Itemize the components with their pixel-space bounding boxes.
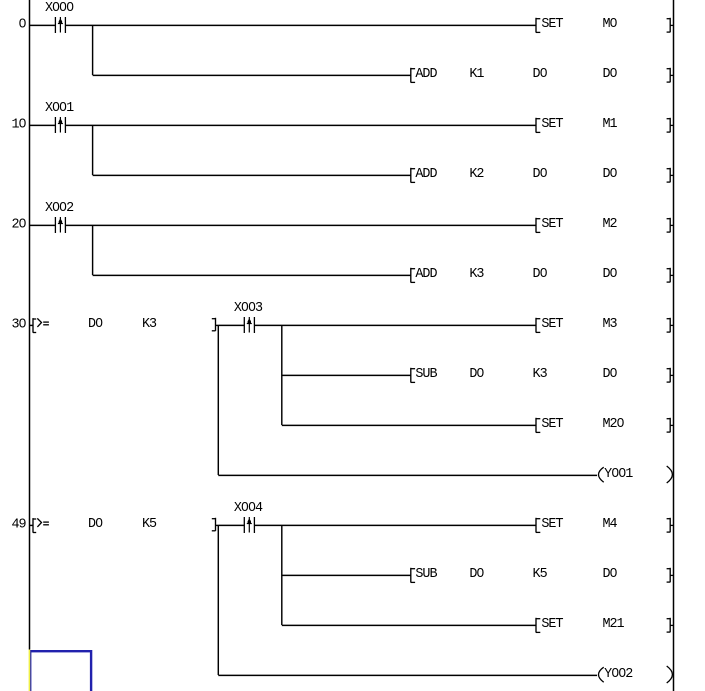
svg-text:X003: X003 [234, 301, 263, 316]
svg-text:D0: D0 [469, 367, 484, 382]
svg-text:20: 20 [11, 218, 26, 233]
svg-text:D0: D0 [88, 317, 103, 332]
svg-text:SUB: SUB [415, 367, 437, 382]
svg-text:Y001: Y001 [604, 467, 633, 482]
svg-text:10: 10 [11, 118, 26, 133]
svg-text:K2: K2 [469, 167, 484, 182]
svg-text:30: 30 [11, 318, 26, 333]
svg-text:K5: K5 [533, 567, 548, 582]
svg-text:K5: K5 [142, 517, 157, 532]
svg-text:Y002: Y002 [604, 667, 633, 682]
svg-text:SUB: SUB [415, 567, 437, 582]
svg-text:K3: K3 [469, 267, 484, 282]
svg-text:X000: X000 [45, 1, 74, 16]
svg-text:X004: X004 [234, 501, 263, 516]
svg-text:SET: SET [541, 317, 563, 332]
svg-text:M0: M0 [602, 17, 617, 32]
svg-text:M2: M2 [602, 217, 617, 232]
svg-text:ADD: ADD [415, 67, 437, 82]
svg-text:SET: SET [541, 517, 563, 532]
svg-text:K3: K3 [142, 317, 157, 332]
svg-text:M3: M3 [602, 317, 617, 332]
svg-text:D0: D0 [533, 67, 548, 82]
svg-text:K1: K1 [469, 67, 484, 82]
svg-text:D0: D0 [533, 167, 548, 182]
svg-text:49: 49 [11, 518, 26, 533]
svg-text:ADD: ADD [415, 267, 437, 282]
svg-text:SET: SET [541, 117, 563, 132]
svg-text:K3: K3 [533, 367, 548, 382]
svg-text:D0: D0 [602, 367, 617, 382]
svg-text:M20: M20 [602, 417, 624, 432]
svg-text:D0: D0 [602, 67, 617, 82]
svg-text:SET: SET [541, 417, 563, 432]
svg-text:D0: D0 [88, 517, 103, 532]
svg-text:X001: X001 [45, 101, 74, 116]
svg-text:D0: D0 [533, 267, 548, 282]
svg-text:D0: D0 [602, 267, 617, 282]
svg-text:X002: X002 [45, 201, 74, 216]
svg-text:SET: SET [541, 17, 563, 32]
svg-text:ADD: ADD [415, 167, 437, 182]
svg-text:D0: D0 [602, 167, 617, 182]
svg-text:SET: SET [541, 617, 563, 632]
svg-text:M21: M21 [602, 617, 624, 632]
svg-text:SET: SET [541, 217, 563, 232]
svg-text:M4: M4 [602, 517, 617, 532]
svg-text:D0: D0 [469, 567, 484, 582]
svg-text:D0: D0 [602, 567, 617, 582]
svg-text:M1: M1 [602, 117, 617, 132]
